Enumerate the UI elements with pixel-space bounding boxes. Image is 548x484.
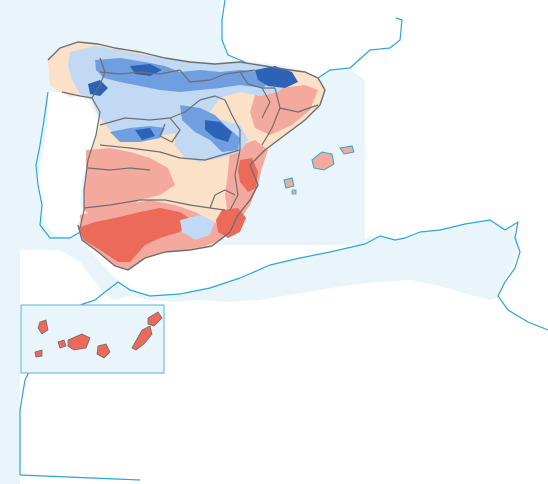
border-asturias-castilla [99,69,181,75]
coast-morocco-algeria [104,219,548,331]
zone-red-valencia [238,158,258,192]
border-aragon-west [224,99,241,150]
island-menorca [339,145,355,155]
island-mallorca [311,151,335,171]
island-tenerife [67,333,91,351]
france-land-east [365,0,548,240]
island-la-palma [37,319,49,335]
island-ibiza [283,177,295,189]
border-valencia [229,149,241,211]
island-gran-canaria [96,343,111,359]
border-galicia [91,57,106,99]
border-catalonia [279,104,319,113]
canary-islands-inset [20,304,165,374]
coastlines [19,0,548,481]
zone-dark-blue-pyrenees [255,66,298,88]
zone-red-guadalquivir [78,208,192,262]
border-murcia [209,189,236,209]
island-lanzarote [147,311,163,327]
coast-portugal [35,91,81,239]
zone-dark-blue-gredos [135,128,155,140]
zone-light-red-south [84,148,175,218]
border-portugal [61,91,101,229]
island-fuerteventura [131,325,153,351]
border-extremadura [87,167,151,171]
island-el-hierro [34,349,43,358]
border-madrid [159,117,181,143]
border-navarra [261,87,271,119]
island-formentera [291,189,297,195]
coast-bottom [19,474,141,481]
spain-outline [47,41,326,271]
region-borders [61,57,319,229]
border-castilla-leon-north [179,69,256,83]
island-la-gomera [57,339,67,349]
border-aragon-east [261,87,281,146]
sea-background-strait [0,220,548,484]
sea-left-strip [0,245,20,484]
france-land [220,0,365,80]
coast-france-atlantic [221,0,246,63]
zone-dark-blue-teruel [205,120,232,142]
coast-france-mediterranean [317,17,403,79]
border-castilla-leon-south [99,95,226,126]
border-basque [239,71,275,89]
border-castilla-la-mancha [99,144,241,161]
zone-light-blue-betica [180,215,215,240]
portugal-land [38,92,98,238]
